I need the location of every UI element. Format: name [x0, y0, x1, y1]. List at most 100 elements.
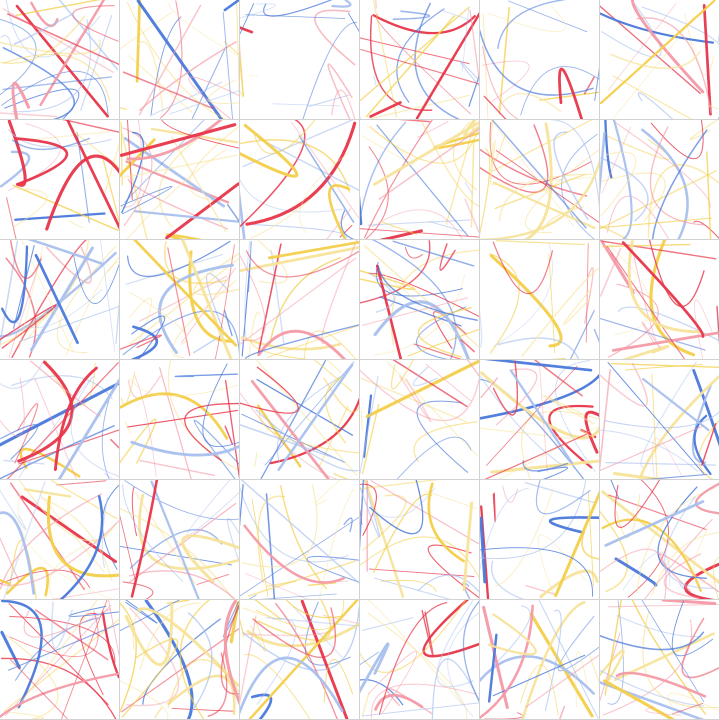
stroke-line: [101, 398, 110, 479]
stroke-line: [104, 473, 114, 479]
stroke-line: [251, 498, 269, 597]
stroke-line: [126, 240, 231, 278]
stroke-line: [226, 203, 239, 223]
stroke-line: [15, 0, 101, 16]
stroke-line: [647, 164, 719, 239]
stroke-line: [167, 2, 239, 57]
stroke-line: [134, 375, 157, 477]
stroke-line: [249, 75, 259, 77]
stroke-line: [240, 392, 338, 479]
stroke-line: [270, 250, 285, 344]
stroke-line: [266, 617, 359, 627]
stroke-line: [365, 15, 455, 118]
art-tile: [240, 600, 360, 720]
stroke-line: [101, 154, 119, 224]
stroke-line: [651, 129, 708, 239]
stroke-line: [247, 241, 252, 293]
stroke-line: [364, 120, 433, 239]
stroke-line: [59, 495, 104, 599]
stroke-line: [480, 487, 529, 571]
stroke-line: [245, 324, 359, 359]
stroke-line: [315, 480, 341, 505]
stroke-line: [695, 482, 719, 515]
stroke-line: [245, 250, 359, 278]
stroke-line: [202, 363, 239, 447]
stroke-line: [120, 680, 169, 719]
stroke-line: [51, 588, 119, 599]
stroke-line: [378, 601, 448, 715]
stroke-line: [360, 410, 363, 431]
stroke-line: [23, 608, 112, 638]
stroke-line: [7, 312, 47, 345]
stroke-line: [601, 126, 632, 194]
stroke-line: [240, 90, 244, 98]
tile-strokes: [360, 360, 479, 479]
tile-strokes: [600, 240, 719, 359]
stroke-line: [240, 257, 357, 345]
tile-strokes: [0, 120, 119, 239]
stroke-line: [615, 493, 641, 538]
stroke-line: [607, 600, 624, 705]
stroke-line: [12, 184, 119, 232]
stroke-line: [555, 360, 596, 472]
stroke-line: [223, 309, 233, 337]
tile-strokes: [480, 120, 599, 239]
stroke-line: [360, 651, 380, 666]
art-tile: [0, 240, 120, 360]
stroke-line: [642, 611, 719, 709]
stroke-line: [248, 312, 261, 359]
stroke-line: [0, 493, 103, 590]
tile-strokes: [120, 240, 239, 359]
stroke-line: [304, 601, 351, 666]
stroke-line: [120, 392, 229, 440]
stroke-line: [600, 369, 611, 472]
stroke-line: [188, 76, 239, 119]
stroke-line: [369, 480, 424, 535]
art-tile: [120, 0, 240, 120]
stroke-line: [150, 480, 200, 599]
stroke-line: [53, 366, 98, 471]
stroke-line: [154, 707, 163, 719]
stroke-line: [121, 131, 145, 214]
stroke-line: [129, 291, 187, 345]
stroke-line: [254, 600, 282, 620]
stroke-line: [480, 371, 599, 440]
stroke-line: [431, 658, 479, 719]
stroke-line: [11, 240, 88, 359]
stroke-line: [678, 583, 686, 591]
stroke-line: [360, 48, 479, 85]
stroke-line: [223, 41, 239, 56]
stroke-line: [0, 15, 86, 64]
stroke-line: [645, 706, 682, 716]
stroke-line: [361, 403, 380, 474]
stroke-line: [240, 480, 359, 584]
stroke-line: [360, 679, 404, 706]
stroke-line: [181, 240, 233, 359]
stroke-line: [303, 330, 357, 359]
tile-strokes: [360, 600, 479, 719]
stroke-line: [6, 362, 119, 479]
stroke-line: [0, 578, 11, 585]
stroke-line: [0, 511, 36, 595]
stroke-line: [641, 377, 710, 432]
stroke-line: [134, 210, 239, 223]
stroke-line: [240, 123, 299, 178]
stroke-line: [11, 82, 31, 119]
stroke-line: [651, 532, 719, 596]
art-tile: [480, 360, 600, 480]
stroke-line: [496, 240, 586, 246]
stroke-line: [125, 607, 180, 707]
stroke-line: [374, 577, 451, 599]
stroke-line: [374, 0, 378, 9]
stroke-line: [2, 76, 112, 91]
stroke-line: [240, 618, 245, 638]
stroke-line: [131, 315, 166, 359]
stroke-line: [502, 485, 519, 503]
stroke-line: [135, 0, 142, 83]
stroke-line: [58, 0, 119, 71]
stroke-line: [253, 120, 316, 155]
stroke-line: [9, 482, 86, 591]
stroke-line: [300, 600, 349, 719]
stroke-line: [0, 304, 57, 349]
stroke-line: [600, 0, 716, 105]
